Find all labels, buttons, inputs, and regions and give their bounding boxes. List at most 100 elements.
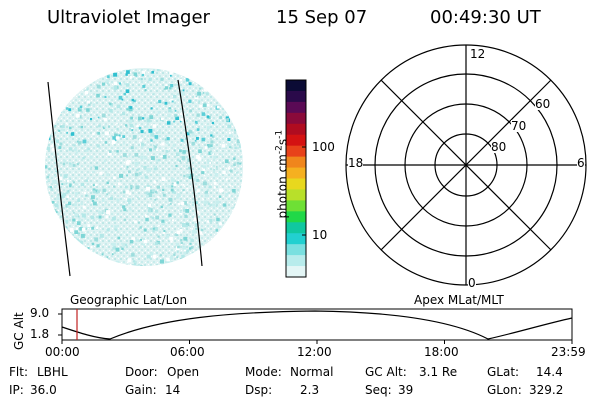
uv-speckle xyxy=(150,132,155,137)
uv-speckle xyxy=(61,124,65,129)
uv-speckle xyxy=(225,159,229,163)
uv-speckle xyxy=(125,190,130,194)
uv-speckle xyxy=(212,203,214,206)
uv-speckle xyxy=(158,174,160,177)
uv-speckle xyxy=(210,134,213,137)
uv-speckle xyxy=(112,136,116,140)
uv-speckle xyxy=(123,208,127,212)
uv-speckle xyxy=(124,185,128,189)
uv-speckle xyxy=(107,75,110,78)
status-seq-value: 39 xyxy=(398,383,414,397)
uv-speckle xyxy=(45,180,48,183)
uv-speckle xyxy=(188,82,192,86)
uv-speckle xyxy=(69,126,72,130)
uv-speckle xyxy=(122,244,126,248)
uv-speckle xyxy=(227,142,231,147)
status-mode-value: Normal xyxy=(290,365,334,379)
uv-speckle xyxy=(140,144,144,148)
uv-speckle xyxy=(73,144,76,147)
uv-speckle xyxy=(101,253,104,256)
uv-speckle xyxy=(87,247,90,250)
uv-speckle xyxy=(68,162,72,165)
uv-speckle xyxy=(180,152,184,155)
uv-speckle xyxy=(113,176,116,179)
uv-speckle xyxy=(176,195,180,199)
uv-speckle xyxy=(80,202,83,206)
timeline-ylabel: GC Alt xyxy=(12,312,26,350)
uv-speckle xyxy=(88,103,91,106)
uv-speckle xyxy=(162,231,165,235)
uv-speckle xyxy=(57,193,60,196)
uv-speckle xyxy=(129,128,132,131)
uv-speckle xyxy=(134,220,137,224)
uv-speckle xyxy=(104,203,107,205)
uv-speckle xyxy=(65,182,68,185)
uv-speckle xyxy=(60,194,65,199)
uv-speckle xyxy=(46,146,50,151)
uv-speckle xyxy=(176,158,180,161)
uv-speckle xyxy=(191,133,195,137)
uv-speckle xyxy=(201,137,206,142)
uv-speckle xyxy=(168,213,172,217)
uv-speckle xyxy=(98,124,101,128)
timeline-xtick-1800: 18:00 xyxy=(424,345,459,359)
uv-speckle xyxy=(78,115,82,119)
uv-speckle xyxy=(125,89,130,93)
uv-speckle xyxy=(165,234,169,238)
uv-speckle xyxy=(55,170,58,173)
uv-speckle xyxy=(169,71,173,75)
colorbar-band xyxy=(286,200,306,212)
uv-speckle xyxy=(183,234,185,236)
uv-speckle xyxy=(217,224,222,229)
uv-speckle xyxy=(204,125,206,128)
uv-speckle xyxy=(85,149,89,152)
uv-speckle xyxy=(143,166,147,170)
uv-speckle xyxy=(167,121,171,125)
uv-speckle xyxy=(151,156,155,160)
uv-speckle xyxy=(65,122,68,125)
uv-speckle xyxy=(222,170,226,175)
left-panel-caption: Geographic Lat/Lon xyxy=(70,293,188,307)
status-mode-label: Mode: xyxy=(245,365,282,379)
uv-speckle xyxy=(144,175,148,179)
uv-speckle xyxy=(152,254,157,259)
uv-speckle xyxy=(164,101,168,105)
uv-speckle xyxy=(48,167,51,171)
uv-speckle xyxy=(146,168,150,172)
uv-speckle xyxy=(151,216,155,220)
uv-speckle xyxy=(104,95,107,98)
uv-speckle xyxy=(218,195,222,198)
uv-speckle xyxy=(79,240,84,245)
uv-speckle xyxy=(192,201,194,204)
uv-speckle xyxy=(115,247,120,252)
uv-speckle xyxy=(170,240,173,243)
uv-speckle xyxy=(75,151,78,154)
colorbar-band xyxy=(286,145,306,158)
uv-speckle xyxy=(154,145,157,149)
uv-speckle xyxy=(229,145,232,149)
uv-speckle xyxy=(106,256,109,258)
uv-speckle xyxy=(105,215,109,219)
uv-speckle xyxy=(213,168,216,171)
uv-speckle xyxy=(109,150,112,153)
uv-speckle xyxy=(197,91,201,96)
uv-speckle xyxy=(211,121,214,125)
status-ip-label: IP: xyxy=(9,383,24,397)
uv-speckle xyxy=(180,113,183,116)
uv-speckle xyxy=(109,102,112,105)
uv-speckle xyxy=(228,194,231,197)
uv-speckle xyxy=(176,84,178,86)
uv-speckle xyxy=(67,190,70,192)
uv-speckle xyxy=(86,108,90,112)
uv-speckle xyxy=(126,166,129,169)
colorbar-band xyxy=(286,101,306,114)
uv-speckle xyxy=(58,129,61,132)
uv-speckle xyxy=(205,190,209,194)
uv-speckle xyxy=(173,191,176,194)
uv-speckle xyxy=(85,194,88,197)
uv-speckle xyxy=(154,135,159,139)
uv-speckle xyxy=(164,211,166,213)
uv-speckle xyxy=(79,227,83,231)
uv-speckle xyxy=(61,128,64,131)
